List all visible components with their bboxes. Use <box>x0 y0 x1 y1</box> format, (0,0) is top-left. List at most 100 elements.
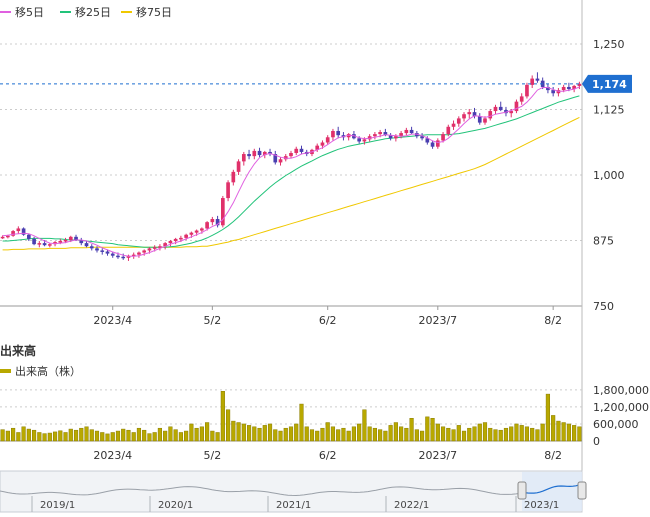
volume-bar <box>110 432 115 442</box>
candle-body <box>147 248 152 251</box>
navigator-year-label: 2022/1 <box>394 500 429 511</box>
volume-bar <box>430 418 435 442</box>
price-tick-label: 875 <box>593 235 614 248</box>
volume-bar <box>42 433 47 442</box>
price-grid <box>0 0 583 512</box>
volume-bar <box>336 429 341 442</box>
volume-bar <box>47 432 52 442</box>
candle-body <box>561 86 566 91</box>
volume-x-tick-label: 2023/7 <box>418 449 457 462</box>
volume-bar <box>409 418 414 442</box>
candle-body <box>467 112 472 115</box>
candle-body <box>331 130 335 138</box>
volume-bar <box>530 427 535 442</box>
candle-body <box>378 132 382 135</box>
range-navigator[interactable]: 2019/1 2020/1 2021/1 2022/1 2023/1 <box>0 470 587 513</box>
navigator-year-label: 2019/1 <box>40 500 75 511</box>
volume-bar <box>446 427 451 442</box>
volume-bar <box>131 432 136 442</box>
volume-bar <box>273 429 278 442</box>
legend-ma5: 移5日 <box>0 4 44 20</box>
navigator-handle[interactable] <box>577 481 587 500</box>
volume-axis: 0 600,000 1,200,000 1,800,000 <box>593 384 649 448</box>
volume-bar <box>294 423 299 442</box>
candle-body <box>567 86 571 90</box>
volume-bar <box>121 428 126 442</box>
candle-body <box>11 231 15 236</box>
candle-body <box>299 148 304 152</box>
candle-body <box>142 250 147 253</box>
candle-body <box>425 138 430 143</box>
legend-ma75-label: 移75日 <box>136 6 172 19</box>
volume-bar <box>210 430 215 442</box>
volume-tick-label: 1,200,000 <box>593 401 649 414</box>
volume-bar <box>105 433 110 442</box>
x-tick-label: 8/2 <box>544 314 562 327</box>
volume-bar <box>414 429 419 442</box>
candle-body <box>383 132 388 136</box>
volume-bar <box>168 426 173 442</box>
volume-bar <box>503 427 509 442</box>
candle-body <box>320 142 325 146</box>
legend-volume-swatch <box>0 369 11 373</box>
candle-body <box>535 78 540 81</box>
navigator-history-line <box>0 486 521 497</box>
volume-bar <box>561 422 566 442</box>
volume-bar <box>21 426 26 442</box>
volume-bar <box>136 427 142 442</box>
volume-bar <box>388 425 393 442</box>
volume-bar <box>246 425 252 442</box>
volume-bar <box>383 430 388 442</box>
candle-body <box>399 133 403 137</box>
volume-bar <box>577 426 582 442</box>
candle-body <box>278 159 283 163</box>
candle-body <box>477 116 482 123</box>
volume-bar <box>572 425 577 442</box>
candle-body <box>137 252 141 255</box>
candle-body <box>58 241 63 243</box>
volume-bar <box>194 427 199 442</box>
volume-bar <box>5 430 10 442</box>
navigator-selection <box>522 472 582 511</box>
volume-bar <box>488 427 493 442</box>
navigator-handle[interactable] <box>517 481 527 500</box>
candle-body <box>200 228 204 231</box>
legend-ma5-swatch <box>0 11 11 13</box>
volume-bar <box>325 422 330 442</box>
volume-bar <box>372 427 377 442</box>
volume-bar <box>341 427 346 442</box>
volume-x-tick-label: 2023/4 <box>93 449 132 462</box>
candle-body <box>404 129 409 134</box>
candle-body <box>163 243 167 247</box>
ma5-line <box>2 86 580 257</box>
candle-body <box>362 139 367 142</box>
candle-body <box>551 90 555 94</box>
candle-body <box>257 150 262 156</box>
volume-bar <box>189 423 194 442</box>
volume-bar <box>26 428 31 442</box>
legend-volume: 出来高（株） <box>0 363 81 379</box>
candle-body <box>68 236 73 240</box>
candle-body <box>100 250 105 252</box>
volume-bar <box>357 423 362 442</box>
volume-bar <box>482 422 488 442</box>
volume-bar <box>252 426 257 442</box>
candle-body <box>247 154 251 157</box>
ma25-line <box>2 95 580 248</box>
volume-bar <box>215 432 220 442</box>
candles-layer <box>0 72 582 261</box>
candle-body <box>262 151 267 156</box>
volume-bar <box>236 422 241 442</box>
candle-body <box>131 254 136 257</box>
x-tick-label: 5/2 <box>203 314 221 327</box>
candle-body <box>16 228 21 232</box>
current-price-label: 1,174 <box>592 78 627 91</box>
volume-bar <box>315 430 320 442</box>
volume-bar <box>399 426 404 442</box>
candle-body <box>231 171 236 183</box>
volume-bar <box>440 426 446 442</box>
volume-bar <box>115 430 121 442</box>
candle-body <box>493 106 498 112</box>
ma25-layer <box>2 95 580 248</box>
candle-body <box>325 137 330 143</box>
